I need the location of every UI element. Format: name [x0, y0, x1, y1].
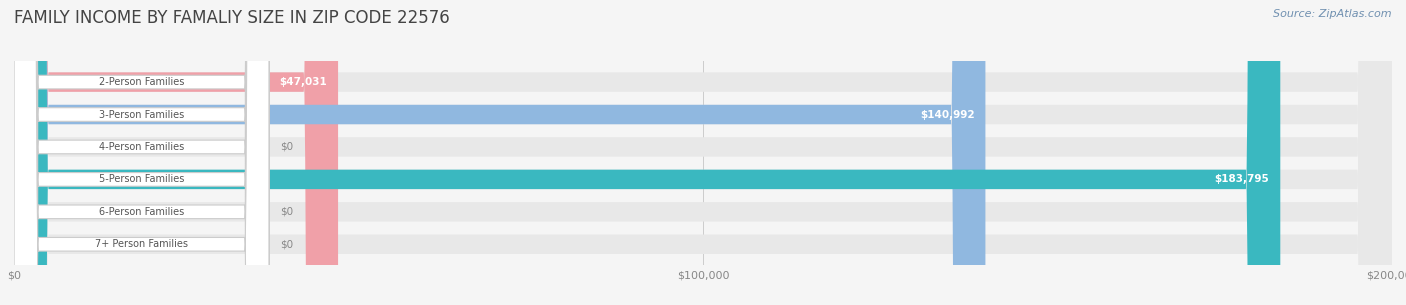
Text: 6-Person Families: 6-Person Families [98, 207, 184, 217]
Text: 4-Person Families: 4-Person Families [98, 142, 184, 152]
Text: $140,992: $140,992 [920, 109, 974, 120]
FancyBboxPatch shape [14, 0, 986, 305]
FancyBboxPatch shape [14, 0, 337, 305]
Text: $47,031: $47,031 [280, 77, 328, 87]
FancyBboxPatch shape [14, 0, 269, 305]
FancyBboxPatch shape [14, 0, 269, 305]
FancyBboxPatch shape [14, 0, 269, 305]
FancyBboxPatch shape [14, 0, 1392, 305]
Text: $183,795: $183,795 [1215, 174, 1270, 185]
FancyBboxPatch shape [14, 0, 269, 305]
Text: 5-Person Families: 5-Person Families [98, 174, 184, 185]
Text: $0: $0 [280, 207, 292, 217]
FancyBboxPatch shape [14, 0, 269, 305]
Text: 2-Person Families: 2-Person Families [98, 77, 184, 87]
FancyBboxPatch shape [14, 0, 269, 305]
Text: $0: $0 [280, 142, 292, 152]
FancyBboxPatch shape [14, 0, 1281, 305]
FancyBboxPatch shape [14, 0, 1392, 305]
Text: 3-Person Families: 3-Person Families [98, 109, 184, 120]
Text: FAMILY INCOME BY FAMALIY SIZE IN ZIP CODE 22576: FAMILY INCOME BY FAMALIY SIZE IN ZIP COD… [14, 9, 450, 27]
FancyBboxPatch shape [14, 0, 1392, 305]
FancyBboxPatch shape [14, 0, 1392, 305]
Text: Source: ZipAtlas.com: Source: ZipAtlas.com [1274, 9, 1392, 19]
Text: $0: $0 [280, 239, 292, 249]
FancyBboxPatch shape [14, 0, 1392, 305]
FancyBboxPatch shape [14, 0, 1392, 305]
Text: 7+ Person Families: 7+ Person Families [96, 239, 188, 249]
